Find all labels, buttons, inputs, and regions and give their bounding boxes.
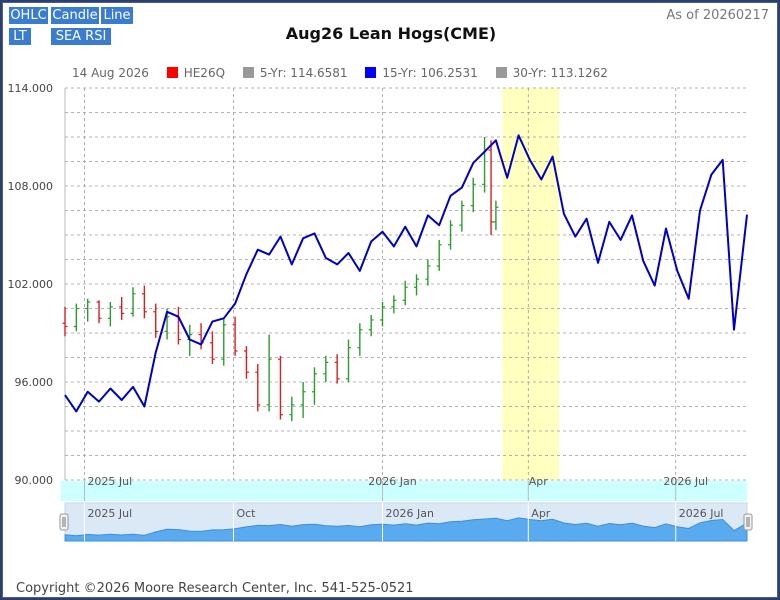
navigator-right-handle[interactable] [743, 513, 753, 531]
navigator-tick-label: 2026 Jan [386, 507, 434, 520]
legend-item-15yr[interactable]: 15-Yr: 106.2531 [365, 65, 478, 80]
price-chart[interactable]: 90.000 96.000 102.000 108.000 114.000 2025 Ju… [3, 3, 778, 598]
legend-item-30yr[interactable]: 30-Yr: 113.1262 [495, 65, 608, 80]
line-button[interactable]: Line [101, 7, 133, 24]
chart-legend: 14 Aug 2026 HE26Q 5-Yr: 114.6581 15-Yr: … [72, 65, 622, 80]
handle-body [743, 513, 753, 531]
navigator-left-handle[interactable] [59, 513, 69, 531]
sea-rsi-button[interactable]: SEA RSI [51, 28, 111, 45]
legend-item-5yr[interactable]: 5-Yr: 114.6581 [242, 65, 348, 80]
y-tick-label: 96.000 [15, 376, 54, 389]
legend-label: 30-Yr: 113.1262 [512, 65, 608, 80]
navigator-tick-label: 2026 Jul [679, 507, 724, 520]
legend-item-he26q[interactable]: HE26Q [166, 65, 226, 80]
copyright-footer: Copyright ©2026 Moore Research Center, I… [16, 581, 414, 596]
ohlc-button[interactable]: OHLC [9, 7, 48, 24]
legend-label: 15-Yr: 106.2531 [382, 65, 478, 80]
legend-swatch [495, 66, 507, 78]
legend-label: HE26Q [183, 65, 226, 80]
x-tick-label: 2025 Jul [87, 475, 132, 488]
navigator-tick-label: 2025 Jul [87, 507, 132, 520]
as-of-date: As of 20260217 [666, 8, 769, 23]
y-tick-label: 108.000 [8, 180, 54, 193]
x-axis-band [61, 481, 747, 501]
lt-button[interactable]: LT [9, 28, 31, 45]
navigator-area [64, 517, 748, 542]
legend-swatch [166, 66, 178, 78]
x-tick-label: 2026 Jan [368, 475, 416, 488]
candle-button[interactable]: Candle [51, 7, 99, 24]
y-tick-label: 102.000 [8, 278, 54, 291]
legend-date: 14 Aug 2026 [72, 65, 149, 80]
x-tick-label: Apr [529, 475, 549, 488]
y-tick-label: 90.000 [15, 474, 54, 487]
chart-title: Aug26 Lean Hogs(CME) [285, 24, 497, 43]
legend-label: 5-Yr: 114.6581 [259, 65, 348, 80]
legend-swatch [365, 66, 377, 78]
navigator-tick-label: Apr [531, 507, 551, 520]
navigator-tick-label: Oct [236, 507, 256, 520]
seasonal-15yr-line [64, 134, 748, 413]
handle-body [59, 513, 69, 531]
x-tick-label: 2026 Jul [663, 475, 708, 488]
y-tick-label: 114.000 [8, 82, 54, 95]
legend-swatch [242, 66, 254, 78]
